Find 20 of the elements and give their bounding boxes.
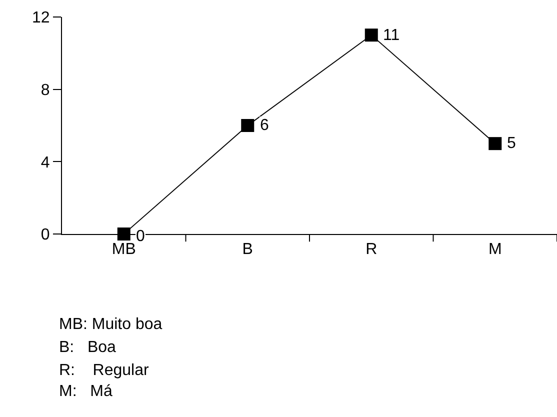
y-tick-label: 4 [40, 154, 50, 172]
x-tick-label: R [366, 241, 378, 258]
data-label: 6 [260, 117, 269, 134]
x-tick-label: M [488, 241, 502, 258]
data-label: 0 [136, 228, 145, 245]
text: B: Boa [59, 339, 116, 356]
y-tick-label: 8 [40, 82, 50, 99]
y-tick-label: 12 [32, 10, 50, 27]
x-tick-label: B [242, 241, 253, 258]
point [364, 28, 378, 42]
text: M: Má [59, 383, 112, 400]
data-label: 5 [507, 135, 516, 152]
point [117, 228, 130, 240]
data-label: 11 [383, 27, 400, 44]
text: MB: Muito boa [59, 316, 162, 333]
text: R: Regular [59, 362, 150, 379]
point [488, 137, 502, 150]
x-tick-label: MB [112, 241, 136, 258]
point [241, 119, 254, 132]
y-tick-label: 0 [40, 226, 50, 244]
